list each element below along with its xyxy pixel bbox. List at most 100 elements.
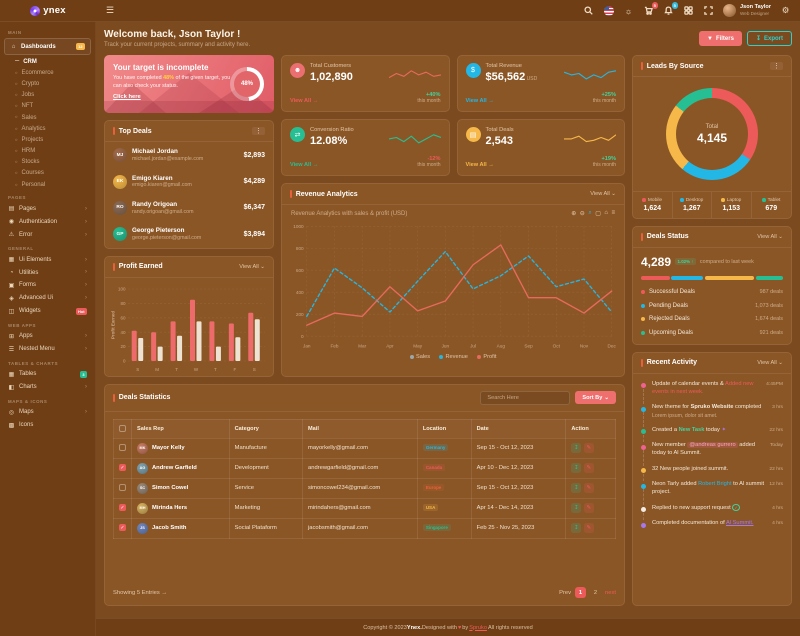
download-action-button[interactable]: ↧ xyxy=(571,523,582,533)
view-all-link[interactable]: View All → xyxy=(465,98,494,104)
sidebar-item-charts[interactable]: ◧ Charts › xyxy=(0,381,95,394)
chart-tool-icon[interactable]: ⌂ xyxy=(604,210,608,216)
sidebar-item-maps[interactable]: ◎ Maps › xyxy=(0,406,95,419)
edit-action-button[interactable]: ✎ xyxy=(583,503,594,513)
sidebar-item-personal[interactable]: ○ Personal xyxy=(0,179,95,190)
top-deal-row[interactable]: RO Randy Origoan randy.origoan@gmail.com $6… xyxy=(105,195,273,221)
user-profile[interactable]: Json Taylor Web Designer xyxy=(723,4,771,17)
revenue-view-all[interactable]: View All ⌄ xyxy=(590,191,616,197)
legend-profit[interactable]: Profit xyxy=(476,354,496,360)
sidebar-item-utilities[interactable]: ◔ Utilities › xyxy=(0,266,95,279)
theme-toggle-icon[interactable]: ☼ xyxy=(624,5,633,16)
edit-action-button[interactable]: ✎ xyxy=(583,463,594,473)
pagination-prev[interactable]: Prev xyxy=(559,589,572,596)
sidebar-item-apps[interactable]: ⊞ Apps › xyxy=(0,330,95,343)
chart-tool-icon[interactable]: ▢ xyxy=(595,211,601,217)
sidebar-item-ui-elements[interactable]: ▦ Ui Elements › xyxy=(0,253,95,266)
chart-tool-icon[interactable]: ⌕ xyxy=(588,210,592,216)
timeline-dot-icon xyxy=(641,507,646,513)
sidebar-item-ecommerce[interactable]: ○ Ecommerce xyxy=(0,67,95,78)
sidebar-item-authentication[interactable]: ◉ Authentication › xyxy=(0,215,95,228)
pagination-next[interactable]: next xyxy=(605,589,616,596)
sidebar-item-nft[interactable]: ○ NFT xyxy=(0,101,95,112)
profit-view-all[interactable]: View All ⌄ xyxy=(239,263,265,270)
sidebar-item-advanced-ui[interactable]: ◈ Advanced Ui › xyxy=(0,292,95,305)
more-options-icon[interactable]: ⋮ xyxy=(770,62,783,70)
pages-icon: ▤ xyxy=(8,206,15,213)
legend-revenue[interactable]: Revenue xyxy=(439,354,468,360)
chart-tool-icon[interactable]: ⊕ xyxy=(571,211,577,217)
select-all-checkbox[interactable] xyxy=(119,425,126,432)
sidebar-item-dashboards[interactable]: ⌂ Dashboards 12 xyxy=(4,38,91,55)
activity-view-all[interactable]: View All ⌄ xyxy=(757,359,783,366)
click-here-link[interactable]: Click here xyxy=(113,93,141,100)
sidebar-item-jobs[interactable]: ○ Jobs xyxy=(0,90,95,101)
sidebar-item-error[interactable]: ⚠ Error › xyxy=(0,228,95,241)
edit-action-button[interactable]: ✎ xyxy=(583,523,594,533)
cart-icon[interactable]: 5 xyxy=(643,2,659,16)
row-checkbox[interactable]: ✓ xyxy=(119,464,126,472)
language-flag-icon[interactable] xyxy=(603,5,614,16)
page-footer: Copyright © 2023 Ynex. Designed with ♥ b… xyxy=(96,618,800,636)
row-checkbox[interactable]: ✓ xyxy=(119,504,126,512)
more-options-icon[interactable]: ⋮ xyxy=(252,127,265,135)
download-action-button[interactable]: ↧ xyxy=(571,463,582,473)
download-action-button[interactable]: ↧ xyxy=(571,483,582,493)
download-action-button[interactable]: ↧ xyxy=(571,443,582,453)
fullscreen-icon[interactable] xyxy=(703,5,714,16)
sidebar-item-courses[interactable]: ○ Courses xyxy=(0,168,95,179)
cell-date: Apr 10 - Dec 12, 2023 xyxy=(470,457,567,479)
table-search-input[interactable] xyxy=(480,390,571,405)
download-action-button[interactable]: ↧ xyxy=(571,503,582,513)
sidebar-item-forms[interactable]: ▣ Forms › xyxy=(0,279,95,292)
sidebar-item-sales[interactable]: ○ Sales xyxy=(0,112,95,123)
stat-title: Conversion Ratio xyxy=(310,127,354,133)
cell-mail: mayorkelly@gmail.com xyxy=(302,437,418,459)
notifications-bell-icon[interactable]: 5 xyxy=(663,2,679,16)
row-checkbox[interactable] xyxy=(119,444,126,452)
row-checkbox[interactable] xyxy=(119,484,126,492)
view-all-link[interactable]: View All → xyxy=(290,162,319,168)
sidebar-item-tables[interactable]: ▦ Tables 3 xyxy=(0,368,95,381)
search-icon[interactable] xyxy=(583,5,594,16)
legend-sales[interactable]: Sales xyxy=(409,354,430,360)
sidebar-item-pages[interactable]: ▤ Pages › xyxy=(0,202,95,215)
top-deal-row[interactable]: MJ Michael Jordan michael.jordan@example.c… xyxy=(105,142,273,168)
deals-status-view-all[interactable]: View All ⌄ xyxy=(757,233,783,240)
view-all-link[interactable]: View All → xyxy=(290,98,319,104)
sidebar-item-icons[interactable]: ▩ Icons xyxy=(0,419,95,432)
export-button[interactable]: ↧ Export xyxy=(746,31,792,46)
timeline-dot-icon xyxy=(641,522,646,528)
sidebar-item-nested-menu[interactable]: ☰ Nested Menu › xyxy=(0,343,95,356)
bullet-icon: ○ xyxy=(15,125,18,131)
spruko-link[interactable]: Spruko xyxy=(469,624,487,631)
chart-tool-icon[interactable]: ⊖ xyxy=(579,211,585,217)
svg-text:200: 200 xyxy=(296,312,304,317)
menu-toggle-icon[interactable]: ☰ xyxy=(106,5,115,15)
avatar: AG xyxy=(137,462,148,474)
edit-action-button[interactable]: ✎ xyxy=(583,483,594,493)
edit-action-button[interactable]: ✎ xyxy=(583,443,594,453)
stat-change: +40% xyxy=(426,92,441,98)
brand-logo[interactable]: ynex xyxy=(0,5,96,16)
sidebar-item-widgets[interactable]: ◫ Widgets Hot xyxy=(0,305,95,318)
sort-by-button[interactable]: Sort By ⌄ xyxy=(575,391,616,404)
sidebar-item-analytics[interactable]: ○ Analytics xyxy=(0,123,95,134)
sidebar-item-crm[interactable]: — CRM xyxy=(0,56,95,67)
sidebar-item-crypto[interactable]: ○ Crypto xyxy=(0,78,95,89)
sidebar-item-projects[interactable]: ○ Projects xyxy=(0,134,95,145)
sidebar-item-hrm[interactable]: ○ HRM xyxy=(0,146,95,157)
chart-tool-icon[interactable]: ≡ xyxy=(611,210,615,216)
apps-grid-icon[interactable] xyxy=(683,5,694,16)
view-all-link[interactable]: View All → xyxy=(465,162,494,168)
top-deal-row[interactable]: EK Emigo Kiaren emigo.kiaren@gmail.com $4,2… xyxy=(105,168,273,194)
advanced-ui-icon: ◈ xyxy=(9,295,14,302)
pagination-page-1[interactable]: 1 xyxy=(575,587,587,598)
sidebar-item-stocks[interactable]: ○ Stocks xyxy=(0,157,95,168)
filters-button[interactable]: ▼ Filters xyxy=(698,31,742,46)
settings-gear-icon[interactable]: ⚙ xyxy=(781,5,790,15)
check-icon: ✓ xyxy=(732,503,741,511)
pagination-page-2[interactable]: 2 xyxy=(593,589,598,596)
top-deal-row[interactable]: GP George Pieterson george.pieterson@gmail… xyxy=(105,221,273,247)
row-checkbox[interactable]: ✓ xyxy=(119,524,126,532)
